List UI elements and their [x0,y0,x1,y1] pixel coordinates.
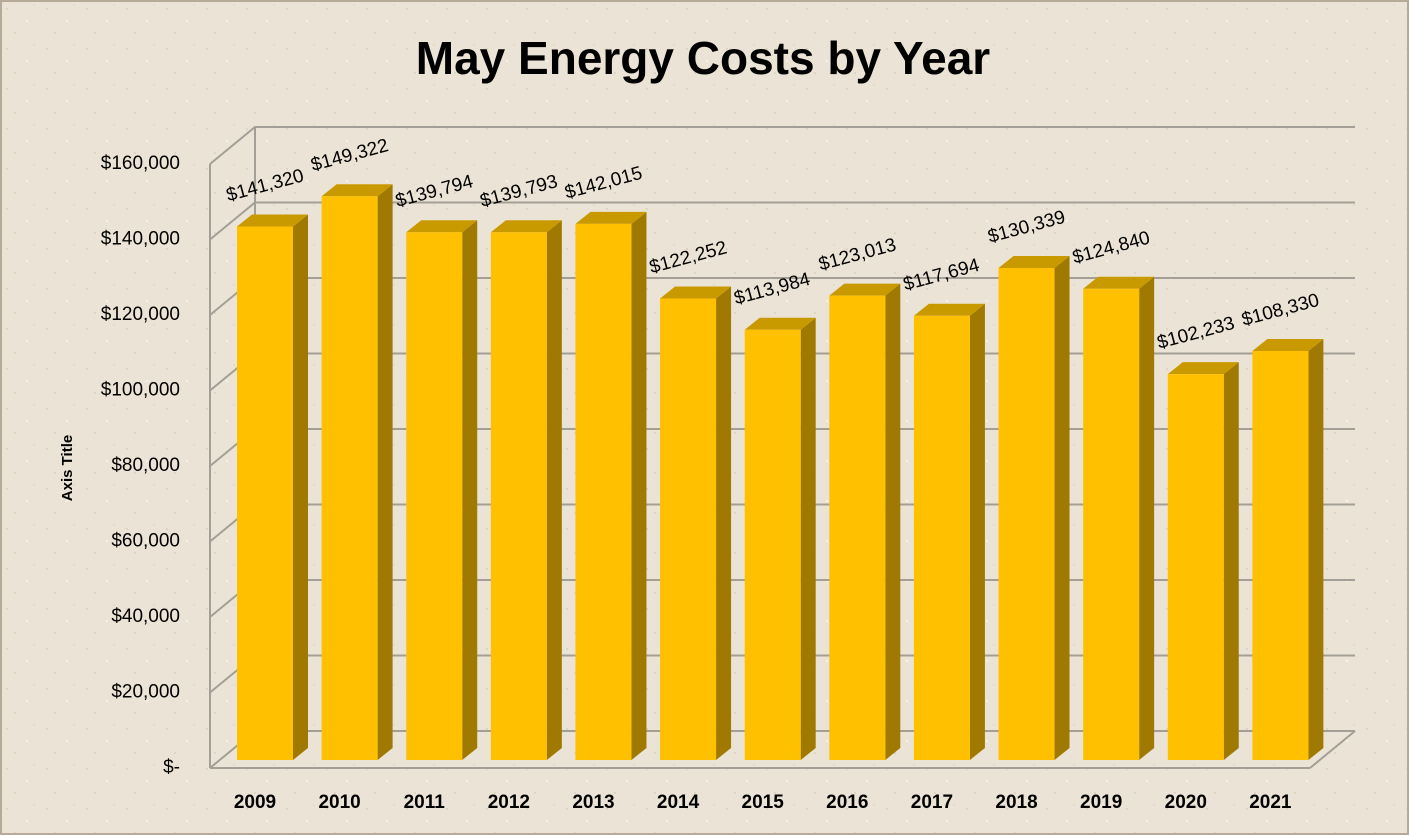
y-tick-label: $100,000 [101,380,180,401]
y-tick-label: $160,000 [101,153,180,174]
x-tick-label: 2020 [1165,792,1207,813]
x-tick-label: 2015 [742,792,785,813]
x-tick-label: 2012 [488,792,530,813]
x-tick-label: 2014 [657,792,700,813]
bar [1167,362,1239,760]
chart-title: May Energy Costs by Year [416,32,991,84]
x-tick-label: 2011 [404,792,446,813]
grid-line [209,201,1355,241]
floor-edge [1309,730,1356,769]
x-tick-label: 2016 [826,792,868,813]
bar [575,211,647,760]
bar [913,303,985,760]
bar [998,255,1070,760]
y-axis-title: Axis Title [59,435,76,501]
bar [660,286,732,760]
bar [744,317,816,760]
bar [1252,339,1324,760]
y-tick-label: $140,000 [101,229,180,250]
x-tick-label: 2018 [995,792,1037,813]
bar [490,220,562,760]
y-tick-label: $60,000 [111,531,180,552]
x-tick-label: 2009 [234,792,276,813]
bar [1083,276,1155,760]
x-tick-label: 2017 [911,792,953,813]
x-tick-label: 2013 [572,792,614,813]
y-tick-label: $80,000 [111,455,180,476]
bar [406,220,478,760]
bar [829,283,901,760]
x-tick-label: 2010 [318,792,360,813]
bar [321,184,393,760]
bar [237,214,308,761]
y-tick-label: $40,000 [111,606,180,627]
y-tick-label: $20,000 [111,682,180,703]
x-tick-label: 2021 [1249,792,1292,813]
y-tick-label: $120,000 [101,304,180,325]
y-tick-label: $- [163,757,180,778]
x-tick-label: 2019 [1080,792,1122,813]
grid-line [209,126,1355,165]
